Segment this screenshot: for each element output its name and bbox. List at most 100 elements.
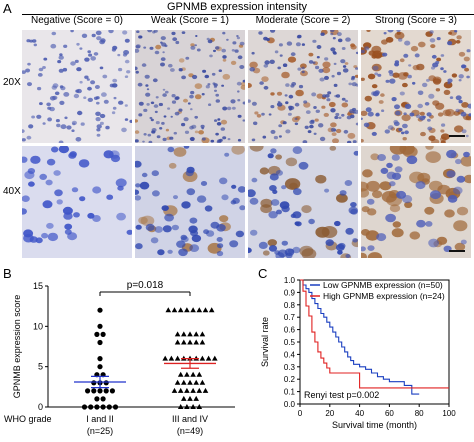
stained-cell — [385, 36, 394, 43]
cell-nucleus — [416, 219, 426, 228]
stained-cell — [335, 128, 342, 134]
p-value-label: p=0.018 — [127, 280, 164, 291]
cell-nucleus — [59, 53, 63, 57]
cell-nucleus — [308, 60, 314, 64]
cell-nucleus — [249, 197, 259, 205]
micrograph-moderate-40x — [248, 146, 358, 258]
stained-cell — [315, 174, 327, 184]
cell-nucleus — [325, 94, 330, 98]
data-point-iii-iv — [184, 307, 190, 313]
y-tick-label: 0.0 — [284, 400, 296, 409]
stained-cell — [402, 82, 408, 88]
cell-nucleus — [319, 136, 326, 142]
cell-nucleus — [22, 208, 27, 215]
cell-nucleus — [393, 121, 400, 127]
column-header-weak: Weak (Score = 1) — [151, 15, 229, 26]
cell-nucleus — [143, 46, 147, 49]
cell-nucleus — [28, 181, 35, 187]
cell-nucleus — [316, 56, 320, 59]
cell-nucleus — [137, 82, 143, 87]
cell-nucleus — [318, 123, 324, 128]
stained-cell — [381, 39, 388, 45]
cell-nucleus — [391, 154, 400, 161]
cell-nucleus — [108, 30, 114, 34]
cell-nucleus — [96, 133, 101, 137]
stained-cell — [361, 252, 367, 258]
cell-nucleus — [64, 223, 73, 230]
cell-nucleus — [50, 43, 57, 49]
data-point-iii-iv — [171, 307, 178, 313]
cell-nucleus — [149, 46, 154, 50]
data-point-iii-iv — [165, 307, 172, 313]
stained-cell — [270, 92, 275, 96]
cell-nucleus — [305, 110, 311, 114]
data-point-i-ii — [100, 396, 106, 402]
cell-nucleus — [395, 110, 401, 116]
cell-nucleus — [230, 99, 236, 104]
cell-nucleus — [27, 168, 36, 174]
cell-nucleus — [216, 140, 222, 143]
stained-cell — [231, 146, 245, 155]
group-label: I and II — [86, 414, 114, 424]
cell-nucleus — [330, 108, 336, 113]
y-tick-label: 0.4 — [284, 350, 296, 359]
stained-cell — [367, 73, 376, 80]
cell-nucleus — [237, 114, 242, 118]
cell-nucleus — [35, 237, 43, 244]
stained-cell — [463, 56, 470, 62]
cell-nucleus — [93, 52, 99, 56]
cell-nucleus — [332, 50, 336, 54]
cell-nucleus — [288, 94, 294, 99]
cell-nucleus — [342, 65, 347, 68]
stained-cell — [281, 71, 290, 79]
cell-nucleus — [189, 217, 198, 224]
cell-nucleus — [95, 117, 101, 122]
cell-nucleus — [458, 74, 464, 79]
cell-nucleus — [408, 64, 412, 67]
stained-cell — [394, 31, 405, 40]
stained-cell — [456, 206, 469, 216]
cell-nucleus — [113, 96, 117, 100]
cell-nucleus — [263, 85, 269, 90]
stained-cell — [285, 157, 298, 167]
cell-nucleus — [181, 122, 186, 127]
cell-nucleus — [46, 158, 56, 166]
cell-nucleus — [151, 170, 159, 177]
cell-nucleus — [367, 111, 374, 117]
cell-nucleus — [286, 41, 293, 46]
cell-nucleus — [440, 54, 445, 57]
data-point-iii-iv — [181, 379, 187, 385]
cell-nucleus — [272, 189, 278, 194]
cell-nucleus — [261, 112, 265, 116]
stained-cell — [464, 67, 470, 72]
data-point-iii-iv — [196, 307, 203, 313]
cell-nucleus — [239, 205, 245, 211]
stained-cell — [341, 102, 349, 108]
stained-cell — [456, 35, 462, 40]
cell-nucleus — [194, 44, 197, 47]
data-point-i-ii — [94, 404, 100, 410]
stained-cell — [328, 101, 336, 108]
cell-nucleus — [263, 64, 269, 68]
data-point-iii-iv — [190, 307, 196, 313]
cell-nucleus — [188, 225, 198, 234]
cell-nucleus — [436, 37, 441, 41]
cell-nucleus — [447, 78, 453, 83]
cell-nucleus — [275, 252, 285, 258]
cell-nucleus — [154, 110, 158, 114]
stained-cell — [460, 155, 471, 167]
cell-nucleus — [239, 65, 245, 69]
micrograph-negative-40x-image — [22, 146, 132, 258]
cell-nucleus — [330, 127, 336, 132]
stained-cell — [308, 52, 314, 57]
cell-nucleus — [79, 80, 83, 84]
cell-nucleus — [203, 229, 210, 235]
cell-nucleus — [466, 75, 470, 79]
cell-nucleus — [90, 80, 96, 85]
cell-nucleus — [231, 49, 235, 52]
cell-nucleus — [222, 136, 227, 140]
micrograph-strong-40x-image — [361, 146, 471, 258]
cell-nucleus — [458, 79, 462, 82]
cell-nucleus — [335, 244, 345, 251]
data-point-i-ii — [81, 404, 88, 410]
